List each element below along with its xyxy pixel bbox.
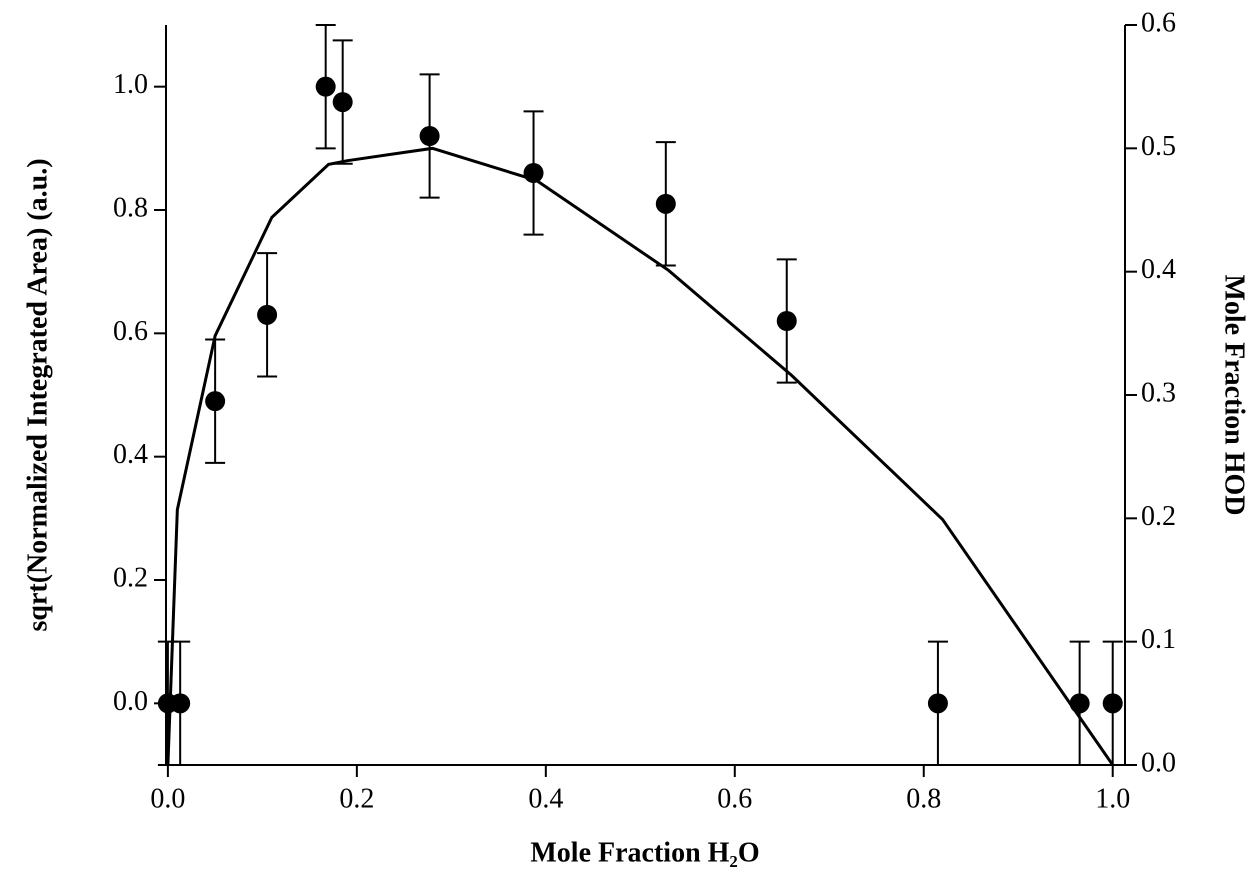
x-tick-label: 0.0 — [150, 783, 185, 814]
y2-tick-label: 0.5 — [1141, 131, 1176, 162]
line — [166, 146, 1114, 766]
y-axis-label: sqrt(Normalized Integrated Area) (a.u.) — [22, 158, 53, 631]
y2-tick-label: 0.6 — [1141, 7, 1176, 38]
y2-tick-label: 0.2 — [1141, 501, 1176, 532]
y2-axis-label: Mole Fraction HOD — [1219, 274, 1250, 515]
data-point — [776, 311, 797, 331]
data-point — [655, 193, 676, 214]
y-tick-label: 0.6 — [113, 316, 148, 347]
y-tick-label: 0.4 — [113, 439, 148, 470]
x-tick-label: 0.2 — [339, 783, 374, 814]
data-point — [315, 76, 336, 97]
data-point — [205, 391, 226, 412]
data-point — [332, 92, 353, 113]
y2-tick-label: 0.4 — [1141, 254, 1176, 285]
data-point — [1069, 693, 1090, 714]
y-tick-label: 0.0 — [113, 686, 148, 717]
x-tick-label: 0.8 — [906, 783, 941, 814]
y2-tick-label: 0.3 — [1141, 377, 1176, 408]
data-point — [1102, 693, 1123, 714]
data-point — [927, 693, 948, 714]
y-tick-label: 0.8 — [113, 192, 148, 223]
y-tick-label: 0.2 — [113, 562, 148, 593]
x-tick-label: 1.0 — [1095, 783, 1130, 814]
x-axis-label: Mole Fraction H₂O — [530, 837, 759, 868]
data-point — [257, 304, 278, 325]
y2-tick-label: 0.0 — [1141, 747, 1176, 778]
data-point — [419, 126, 440, 146]
y-tick-label: 1.0 — [113, 69, 148, 100]
x-tick-label: 0.4 — [528, 783, 563, 814]
y2-tick-label: 0.1 — [1141, 624, 1176, 655]
data-point — [170, 693, 191, 714]
x-tick-label: 0.6 — [717, 783, 752, 814]
